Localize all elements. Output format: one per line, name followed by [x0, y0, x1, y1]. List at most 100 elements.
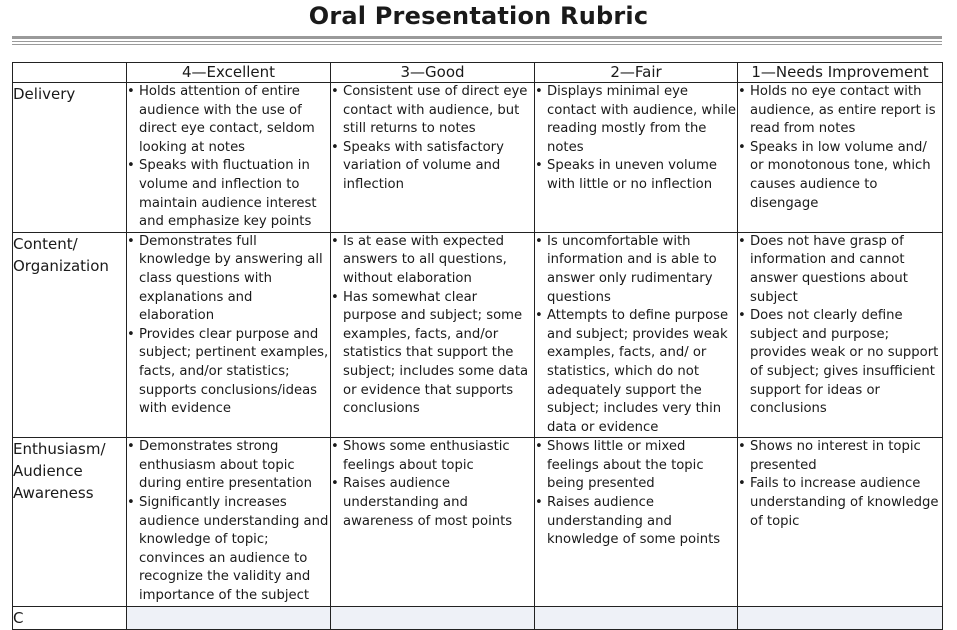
criterion-label-partial: C	[12, 605, 127, 630]
rubric-row: Delivery • Holds attention of entire audie…	[12, 82, 943, 233]
rating-cell-partial	[126, 605, 331, 630]
bullet-icon: •	[127, 326, 135, 342]
bullet-icon: •	[738, 84, 746, 99]
bullet-icon: •	[331, 476, 339, 492]
bullet-icon: •	[331, 139, 339, 155]
descriptor-text: Shows little or mixed feelings about the…	[547, 439, 704, 492]
descriptor-item: • Has somewhat clear purpose and subject;…	[331, 289, 534, 419]
descriptor-list: • Shows no interest in topic presented • Fa…	[738, 438, 942, 531]
rating-cell-excellent: • Demonstrates full knowledge by answerin…	[126, 231, 331, 439]
descriptor-list: • Is at ease with expected answers to all…	[331, 233, 534, 419]
rating-cell-partial	[534, 605, 738, 630]
descriptor-text: Speaks with satisfactory variation of vo…	[343, 139, 504, 192]
descriptor-item: • Raises audience understanding and aware…	[331, 475, 534, 531]
descriptor-text: Raises audience understanding and awaren…	[343, 476, 513, 529]
descriptor-text: Demonstrates strong enthusiasm about top…	[139, 439, 312, 492]
descriptor-item: • Is at ease with expected answers to all…	[331, 233, 534, 289]
rating-cell-needs-improvement: • Holds no eye contact with audience, as …	[737, 82, 943, 233]
descriptor-item: • Significantly increases audience unders…	[127, 494, 330, 606]
descriptor-list: • Holds no eye contact with audience, as …	[738, 83, 942, 213]
descriptor-item: • Is uncomfortable with information and i…	[535, 233, 737, 307]
criterion-label-line: Content/	[13, 234, 78, 253]
criterion-label-line: Enthusiasm/	[13, 440, 106, 459]
descriptor-text: Speaks in low volume and/ or monotonous …	[750, 139, 931, 211]
criterion-label-line: Audience	[13, 462, 83, 481]
rubric-row: Content/Organization • Demonstrates full k…	[12, 231, 943, 439]
descriptor-text: Is at ease with expected answers to all …	[343, 233, 507, 286]
criterion-label: Delivery	[12, 82, 127, 233]
rating-cell-partial	[330, 605, 535, 630]
bullet-icon: •	[738, 233, 746, 249]
descriptor-text: Has somewhat clear purpose and subject; …	[343, 289, 529, 417]
bullet-icon: •	[535, 439, 543, 455]
descriptor-item: • Displays minimal eye contact with audie…	[535, 83, 737, 157]
descriptor-text: Significantly increases audience underst…	[139, 495, 329, 604]
bullet-icon: •	[535, 158, 543, 174]
descriptor-text: Does not have grasp of information and c…	[750, 233, 908, 305]
descriptor-text: Speaks in uneven volume with little or n…	[547, 158, 718, 192]
descriptor-text: Displays minimal eye contact with audien…	[547, 84, 736, 155]
criterion-label-line: Delivery	[13, 85, 76, 103]
bullet-icon: •	[738, 439, 746, 455]
rating-cell-fair: • Is uncomfortable with information and i…	[534, 231, 738, 439]
bullet-icon: •	[127, 158, 135, 174]
descriptor-list: • Consistent use of direct eye contact wi…	[331, 83, 534, 195]
descriptor-text: Raises audience understanding and knowle…	[547, 495, 721, 548]
header-fair: 2—Fair	[534, 62, 738, 83]
rating-cell-fair: • Displays minimal eye contact with audie…	[534, 82, 738, 233]
criterion-label: Enthusiasm/Audience Awareness	[12, 437, 127, 607]
descriptor-text: Fails to increase audience understanding…	[750, 476, 939, 529]
descriptor-list: • Is uncomfortable with information and i…	[535, 233, 737, 438]
descriptor-item: • Consistent use of direct eye contact wi…	[331, 83, 534, 139]
bullet-icon: •	[535, 495, 543, 511]
criterion-label-line: Awareness	[13, 484, 94, 503]
descriptor-text: Shows some enthusiastic feelings about t…	[343, 439, 510, 473]
descriptor-text: Demonstrates full knowledge by answering…	[139, 233, 323, 324]
bullet-icon: •	[127, 495, 135, 511]
rating-cell-good: • Is at ease with expected answers to all…	[330, 231, 535, 439]
descriptor-text: Consistent use of direct eye contact wit…	[343, 84, 528, 137]
rating-cell-excellent: • Holds attention of entire audience with…	[126, 82, 331, 233]
rating-cell-partial	[737, 605, 943, 630]
rating-cell-needs-improvement: • Shows no interest in topic presented • Fa…	[737, 437, 943, 607]
bullet-icon: •	[738, 308, 746, 324]
descriptor-text: Does not clearly define subject and purp…	[750, 308, 939, 417]
bullet-icon: •	[331, 84, 339, 99]
header-needs-improvement: 1—Needs Improvement	[737, 62, 943, 83]
descriptor-item: • Speaks with fluctuation in volume and i…	[127, 157, 330, 231]
bullet-icon: •	[535, 308, 543, 324]
descriptor-item: • Fails to increase audience understandin…	[738, 475, 942, 531]
page-title: Oral Presentation Rubric	[308, 2, 649, 30]
descriptor-item: • Shows some enthusiastic feelings about …	[331, 438, 534, 475]
bullet-icon: •	[738, 476, 746, 492]
header-good: 3—Good	[330, 62, 535, 83]
descriptor-text: Provides clear purpose and subject; pert…	[139, 326, 329, 417]
descriptor-text: Holds attention of entire audience with …	[139, 84, 315, 155]
descriptor-text: Speaks with fluctuation in volume and in…	[139, 158, 317, 230]
descriptor-text: Shows no interest in topic presented	[750, 439, 921, 473]
descriptor-list: • Displays minimal eye contact with audie…	[535, 83, 737, 195]
rating-cell-needs-improvement: • Does not have grasp of information and …	[737, 231, 943, 439]
rubric-table: 4—Excellent 3—Good 2—Fair 1—Needs Improv…	[12, 62, 943, 630]
bullet-icon: •	[127, 439, 135, 455]
title-divider-thin-lower	[12, 44, 942, 45]
descriptor-item: • Shows no interest in topic presented	[738, 438, 942, 475]
descriptor-item: • Demonstrates full knowledge by answerin…	[127, 233, 330, 326]
descriptor-list: • Demonstrates strong enthusiasm about to…	[127, 438, 330, 605]
descriptor-item: • Does not clearly define subject and pur…	[738, 307, 942, 419]
rating-cell-good: • Consistent use of direct eye contact wi…	[330, 82, 535, 233]
header-row: 4—Excellent 3—Good 2—Fair 1—Needs Improv…	[12, 62, 943, 83]
descriptor-item: • Does not have grasp of information and …	[738, 233, 942, 307]
descriptor-list: • Holds attention of entire audience with…	[127, 83, 330, 232]
descriptor-list: • Shows little or mixed feelings about th…	[535, 438, 737, 550]
rubric-body: Delivery • Holds attention of entire audie…	[12, 82, 943, 630]
rubric-row: Enthusiasm/Audience Awareness • Demonstrate…	[12, 437, 943, 607]
descriptor-item: • Demonstrates strong enthusiasm about to…	[127, 438, 330, 494]
header-corner	[12, 62, 127, 83]
descriptor-item: • Speaks in uneven volume with little or …	[535, 157, 737, 194]
criterion-label-line: Organization	[13, 256, 109, 275]
bullet-icon: •	[535, 233, 543, 249]
rating-cell-good: • Shows some enthusiastic feelings about …	[330, 437, 535, 607]
bullet-icon: •	[127, 84, 135, 99]
descriptor-item: • Holds no eye contact with audience, as …	[738, 83, 942, 139]
